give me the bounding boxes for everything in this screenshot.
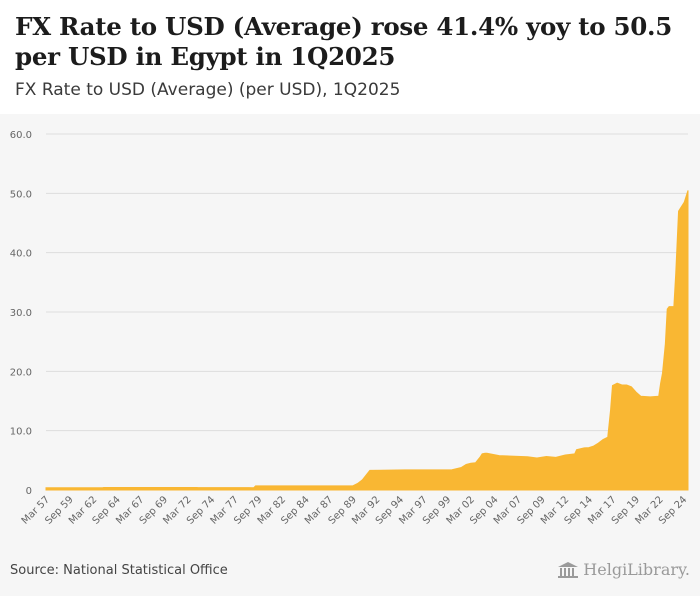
source-note: Source: National Statistical Office [10, 563, 228, 578]
y-tick-label: 30.0 [10, 308, 32, 319]
series-fx-rate [45, 190, 689, 491]
logo-text: HelgiLibrary. [583, 560, 690, 579]
helgi-library-logo[interactable]: HelgiLibrary. [557, 560, 690, 579]
y-axis: 0 10.0 20.0 30.0 40.0 50.0 60.0 [10, 130, 32, 497]
y-tick-label: 40.0 [10, 249, 32, 260]
gridlines [46, 133, 688, 491]
chart-title: FX Rate to USD (Average) rose 41.4% yoy … [15, 12, 672, 71]
y-tick-label: 50.0 [10, 189, 32, 200]
y-tick-label: 10.0 [10, 427, 32, 438]
chart-subtitle: FX Rate to USD (Average) (per USD), 1Q20… [15, 80, 401, 100]
y-tick-label: 20.0 [10, 367, 32, 378]
area-series-fx-rate [45, 190, 689, 491]
y-tick-label: 0 [26, 486, 32, 497]
library-building-icon [558, 561, 579, 578]
plot-background [0, 114, 700, 596]
y-tick-label: 60.0 [10, 130, 32, 141]
